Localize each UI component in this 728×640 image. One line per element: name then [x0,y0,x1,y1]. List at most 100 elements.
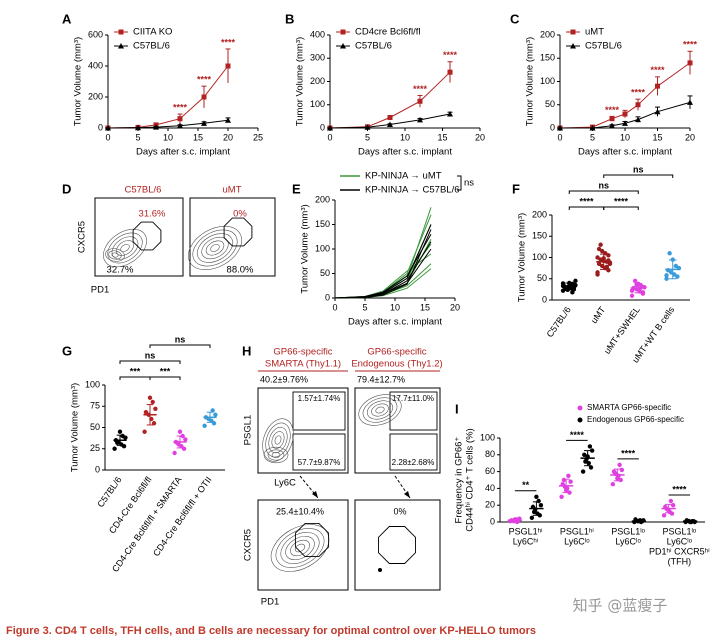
contour [290,539,310,557]
significance: **** [621,448,636,458]
significance-bracket [603,174,674,178]
data-point [607,261,613,267]
contour [188,226,242,270]
y-axis-label: Tumor Volume (mm³) [525,37,536,126]
data-point [599,248,605,254]
significance: **** [443,50,458,60]
contour [108,250,122,260]
data-point [531,509,537,515]
gate-label: 1.57±1.74% [298,394,341,403]
data-point [538,503,544,508]
data-point [225,117,231,123]
x-tick-label: 10 [620,132,630,142]
legend-annotation: ns [464,178,474,189]
gate [223,217,253,247]
data-point [604,264,610,270]
y-tick-label: 0 [325,292,330,302]
contour [275,528,325,568]
flow-plot [94,197,184,277]
axis-label: Ly6C [274,478,296,489]
significance: *** [160,366,171,376]
data-point [202,423,207,428]
x-axis-label: Days after s.c. implant [578,147,672,158]
flow-title: Endogenous (Thy1.2) [351,359,442,370]
contour [371,403,389,417]
legend-label: C57BL/6 [133,41,170,52]
data-point [153,124,159,130]
contour [268,426,288,454]
flow-plot [257,387,349,474]
gate-label: 0% [393,506,406,516]
data-point [561,477,567,483]
line [334,253,432,299]
data-point [640,290,646,295]
data-point [619,467,625,473]
data-point [447,111,453,117]
legend-marker [118,43,124,49]
axis-label: PD1 [91,285,109,296]
y-tick-label: 0 [320,122,325,132]
data-point [201,120,207,126]
flow-plot [354,387,441,474]
x-tick-label: PSGL1ʰⁱ [560,526,594,536]
data-point [596,261,602,267]
data-point [687,99,693,105]
y-tick-label: 200 [310,76,325,86]
data-point [417,116,423,123]
x-tick-label: 15 [652,132,662,142]
x-tick-label: 20 [475,132,485,142]
contour [375,406,385,414]
y-tick-label: 100 [532,252,547,262]
y-axis-label: Tumor Volume (mm³) [517,213,528,302]
gate [132,221,162,251]
data-point [661,513,667,518]
gate [292,391,346,431]
y-tick-label: 0 [490,516,495,526]
event-dot [378,568,382,572]
data-point [595,270,600,275]
data-point [655,83,660,89]
legend-marker [577,417,583,423]
x-tick-label: 5 [365,132,370,142]
y-axis-label: Tumor Volume (mm³) [73,37,84,126]
arrowhead [312,491,318,498]
data-point [364,124,371,130]
x-tick-label: 0 [327,132,332,142]
panel-letter: C [510,11,520,26]
x-tick-label: (TFH) [668,556,692,566]
x-tick-label: 5 [135,132,140,142]
data-point [563,286,569,292]
x-tick-label: uMT+SWHEL [602,305,642,356]
flow-title: uMT [223,185,242,196]
x-tick-label: CD4-Cre Bcl6fl/fl + OTII [151,475,214,558]
gate [292,433,346,471]
x-tick-label: C57BL/6 [545,305,573,339]
legend-label: KP-NINJA → uMT [365,171,442,182]
y-tick-label: 50 [320,268,330,278]
legend-marker [118,29,124,35]
data-point [142,429,147,434]
gate-label: 88.0% [227,265,254,276]
x-tick-label: Ly6Cˡᵒ [667,536,693,546]
flow-title: GP66-specific [367,347,426,358]
line [107,119,229,129]
data-point [670,503,676,508]
contour [362,397,398,423]
legend-label: SMARTA GP66-specific [587,403,671,412]
contour [210,244,220,252]
significance: **** [413,84,428,94]
x-tick-label: 0 [332,302,337,312]
data-point [387,115,393,121]
contour [262,418,294,462]
data-point [617,462,622,468]
data-point [327,125,333,131]
data-point [172,450,177,456]
contour [196,233,234,263]
x-tick-label: 0 [105,132,110,142]
significance-bracket [603,206,639,210]
significance-bracket [119,376,151,380]
contour [263,446,289,464]
x-tick-label: 15 [437,132,447,142]
data-point [589,125,596,131]
